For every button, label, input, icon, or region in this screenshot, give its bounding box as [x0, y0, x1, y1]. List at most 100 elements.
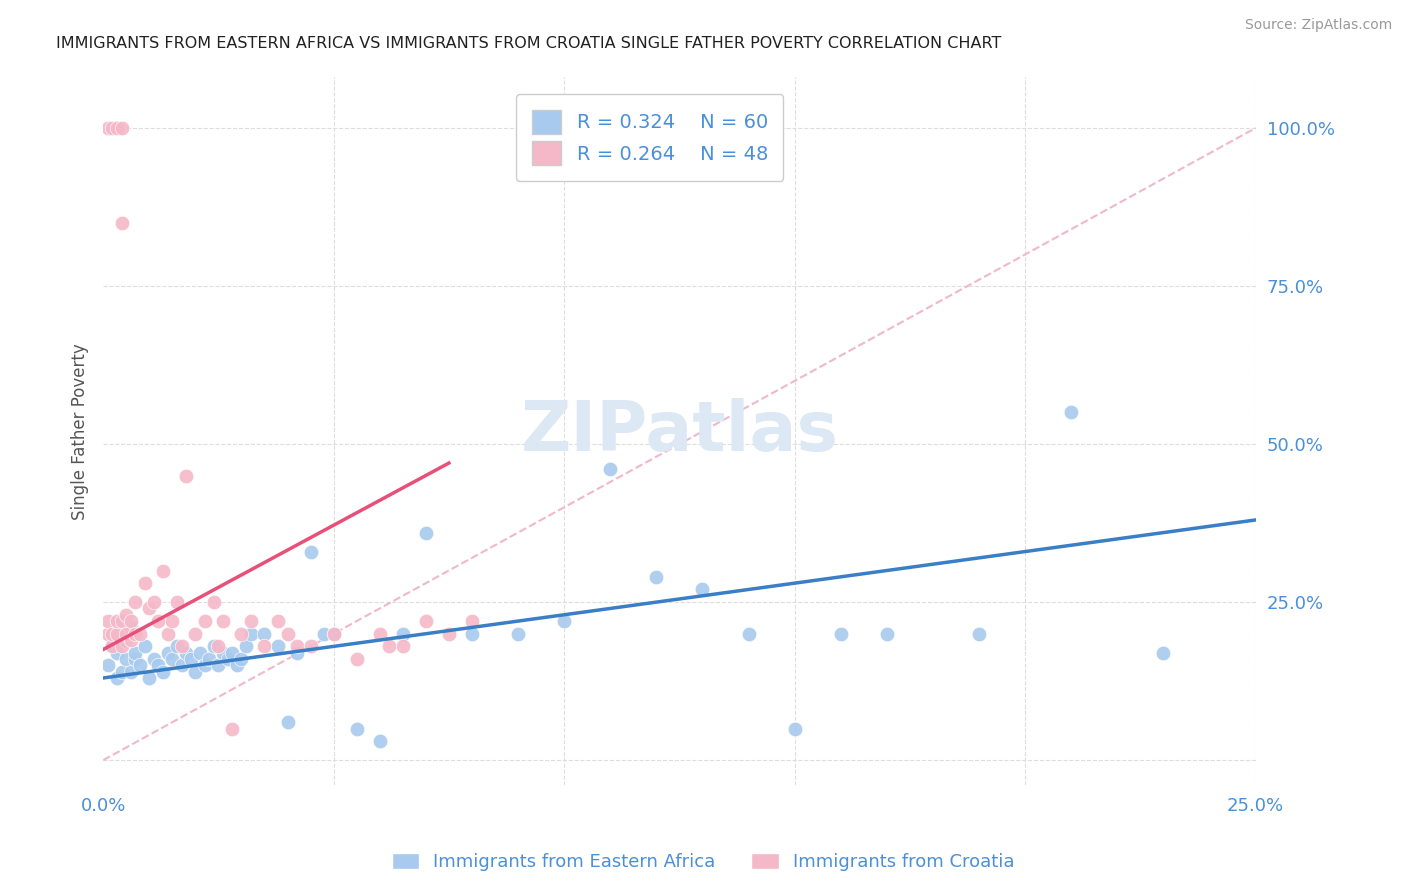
Point: [221, 646, 243, 660]
Point: [193, 614, 215, 628]
Point: [391, 626, 413, 640]
Point: [120, 620, 142, 634]
Point: [184, 665, 207, 679]
Point: [461, 626, 484, 640]
Point: [152, 665, 174, 679]
Point: [188, 646, 211, 660]
Point: [142, 652, 165, 666]
Point: [221, 722, 243, 736]
Point: [166, 595, 188, 609]
Point: [368, 626, 391, 640]
Point: [285, 646, 308, 660]
Point: [101, 640, 124, 654]
Point: [231, 652, 253, 666]
Point: [437, 626, 460, 640]
Point: [105, 614, 128, 628]
Legend: R = 0.324    N = 60, R = 0.264    N = 48: R = 0.324 N = 60, R = 0.264 N = 48: [516, 95, 783, 180]
Point: [599, 462, 621, 476]
Point: [148, 658, 170, 673]
Point: [162, 614, 184, 628]
Point: [110, 665, 132, 679]
Point: [97, 626, 120, 640]
Point: [129, 626, 152, 640]
Point: [105, 671, 128, 685]
Point: [1060, 405, 1083, 419]
Point: [110, 614, 132, 628]
Point: [174, 646, 197, 660]
Point: [285, 640, 308, 654]
Point: [506, 626, 529, 640]
Point: [124, 595, 146, 609]
Point: [217, 652, 239, 666]
Point: [184, 626, 207, 640]
Point: [368, 734, 391, 748]
Point: [193, 658, 215, 673]
Point: [162, 652, 184, 666]
Text: ZIPatlas: ZIPatlas: [520, 398, 838, 465]
Y-axis label: Single Father Poverty: Single Father Poverty: [72, 343, 89, 520]
Point: [314, 626, 336, 640]
Point: [124, 626, 146, 640]
Point: [134, 576, 156, 591]
Point: [105, 646, 128, 660]
Point: [101, 626, 124, 640]
Text: IMMIGRANTS FROM EASTERN AFRICA VS IMMIGRANTS FROM CROATIA SINGLE FATHER POVERTY : IMMIGRANTS FROM EASTERN AFRICA VS IMMIGR…: [56, 36, 1001, 51]
Point: [299, 640, 322, 654]
Point: [346, 652, 368, 666]
Point: [170, 658, 193, 673]
Point: [322, 626, 344, 640]
Point: [322, 626, 344, 640]
Point: [239, 626, 262, 640]
Point: [110, 121, 132, 136]
Point: [967, 626, 990, 640]
Point: [253, 626, 276, 640]
Point: [105, 121, 128, 136]
Point: [299, 544, 322, 558]
Point: [235, 640, 257, 654]
Point: [120, 614, 142, 628]
Point: [692, 582, 714, 597]
Point: [202, 640, 225, 654]
Point: [166, 640, 188, 654]
Point: [253, 640, 276, 654]
Point: [461, 614, 484, 628]
Point: [415, 614, 437, 628]
Point: [231, 626, 253, 640]
Legend: Immigrants from Eastern Africa, Immigrants from Croatia: Immigrants from Eastern Africa, Immigran…: [384, 846, 1022, 879]
Point: [120, 633, 142, 648]
Point: [97, 658, 120, 673]
Point: [239, 614, 262, 628]
Point: [110, 216, 132, 230]
Point: [138, 671, 160, 685]
Point: [198, 652, 221, 666]
Point: [174, 468, 197, 483]
Point: [378, 640, 401, 654]
Point: [115, 626, 138, 640]
Point: [115, 633, 138, 648]
Point: [142, 595, 165, 609]
Point: [134, 640, 156, 654]
Point: [212, 614, 235, 628]
Point: [101, 121, 124, 136]
Point: [170, 640, 193, 654]
Point: [110, 640, 132, 654]
Point: [129, 658, 152, 673]
Text: Source: ZipAtlas.com: Source: ZipAtlas.com: [1244, 18, 1392, 32]
Point: [156, 646, 179, 660]
Point: [783, 722, 806, 736]
Point: [124, 652, 146, 666]
Point: [148, 614, 170, 628]
Point: [124, 646, 146, 660]
Point: [830, 626, 852, 640]
Point: [207, 640, 229, 654]
Point: [277, 715, 299, 730]
Point: [225, 658, 247, 673]
Point: [277, 626, 299, 640]
Point: [346, 722, 368, 736]
Point: [115, 652, 138, 666]
Point: [391, 640, 413, 654]
Point: [212, 646, 235, 660]
Point: [156, 626, 179, 640]
Point: [267, 614, 290, 628]
Point: [101, 640, 124, 654]
